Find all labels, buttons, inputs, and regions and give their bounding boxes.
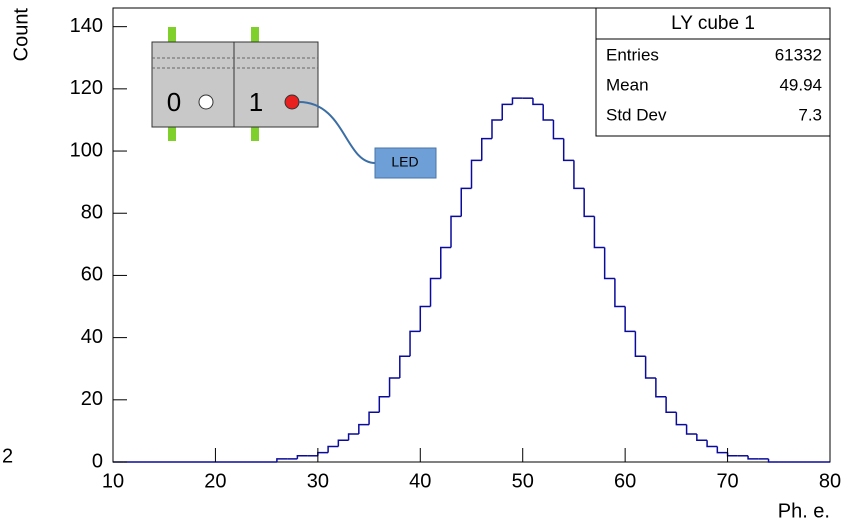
channel-label: 1 bbox=[249, 87, 263, 117]
histogram-bin bbox=[337, 439, 349, 447]
x-axis-title: Ph. e. bbox=[778, 500, 830, 522]
histogram-bin bbox=[347, 433, 359, 441]
y-axis-title: Count bbox=[10, 8, 32, 62]
y-tick-label: 60 bbox=[81, 264, 103, 286]
histogram-bin bbox=[532, 98, 544, 106]
stats-value: 49.94 bbox=[779, 75, 822, 94]
histogram-bin bbox=[480, 137, 492, 161]
x-tick-label: 30 bbox=[307, 470, 329, 492]
channel-label: 0 bbox=[167, 87, 181, 117]
led-box bbox=[374, 147, 437, 179]
histogram-bin bbox=[655, 378, 667, 398]
stats-title: LY cube 1 bbox=[671, 13, 755, 34]
histogram-bin bbox=[378, 395, 390, 413]
histogram-bin bbox=[716, 446, 728, 454]
histogram-bin bbox=[665, 396, 677, 413]
histogram-bin bbox=[368, 411, 380, 425]
histogram-bin bbox=[491, 119, 503, 139]
histogram-bin bbox=[573, 160, 585, 190]
x-tick-label: 70 bbox=[716, 470, 738, 492]
x-tick-label: 50 bbox=[512, 470, 534, 492]
x-tick-label: 20 bbox=[204, 470, 226, 492]
histogram-bin bbox=[440, 246, 452, 279]
histogram-bin bbox=[685, 424, 697, 435]
histogram-bin bbox=[388, 377, 400, 397]
histogram-bin bbox=[429, 277, 441, 307]
histogram-bin bbox=[542, 104, 554, 121]
stats-frame bbox=[595, 7, 831, 137]
histogram-bin bbox=[675, 412, 687, 426]
histogram-bin bbox=[634, 331, 646, 358]
histogram-bin bbox=[603, 247, 615, 280]
y-tick-label: 20 bbox=[81, 388, 103, 410]
stats-box: LY cube 1 Entries 61332 Mean 49.94 Std Dev 7.… bbox=[595, 7, 831, 137]
histogram-bin bbox=[409, 330, 421, 357]
led-cable bbox=[298, 101, 376, 164]
histogram-bin bbox=[276, 458, 288, 462]
histogram-bin bbox=[358, 423, 370, 435]
cube-block bbox=[151, 41, 319, 128]
fiber-lit bbox=[284, 94, 300, 110]
pin bbox=[251, 126, 259, 141]
histogram-bin bbox=[583, 188, 595, 218]
histogram-bin bbox=[470, 159, 482, 189]
histogram-bin bbox=[747, 455, 759, 460]
inset-diagram: 0 1 LED bbox=[151, 27, 437, 179]
y-tick-label: 80 bbox=[81, 202, 103, 224]
corner-label: 2 bbox=[2, 445, 13, 467]
histogram-bin bbox=[696, 434, 708, 441]
histogram-bin bbox=[511, 97, 523, 105]
pin bbox=[168, 27, 176, 43]
stats-label: Std Dev bbox=[606, 105, 667, 124]
histogram-bin bbox=[552, 119, 564, 140]
y-tick-label: 0 bbox=[92, 450, 103, 472]
histogram-bin bbox=[419, 305, 431, 332]
histogram-bin bbox=[501, 103, 513, 120]
x-tick-label: 40 bbox=[409, 470, 431, 492]
histogram-bin bbox=[562, 138, 574, 162]
x-tick-label: 80 bbox=[819, 470, 841, 492]
y-tick-label: 120 bbox=[70, 77, 103, 99]
histogram-bin bbox=[296, 455, 308, 459]
pin bbox=[251, 27, 259, 43]
histogram-bin bbox=[450, 215, 462, 248]
histogram-bin bbox=[593, 216, 605, 249]
histogram-bin bbox=[460, 187, 472, 217]
stats-value: 61332 bbox=[775, 45, 822, 64]
histogram-bin bbox=[399, 355, 411, 379]
histogram-bin bbox=[644, 356, 656, 379]
y-tick-label: 140 bbox=[70, 15, 103, 37]
stats-value: 7.3 bbox=[798, 105, 822, 124]
pin bbox=[168, 126, 176, 141]
fiber bbox=[198, 94, 214, 110]
stats-label: Entries bbox=[606, 45, 659, 64]
y-tick-label: 100 bbox=[70, 139, 103, 161]
histogram-bin bbox=[624, 306, 636, 333]
x-tick-label: 10 bbox=[102, 470, 124, 492]
led-label: LED bbox=[391, 154, 418, 170]
histogram-bin bbox=[614, 278, 626, 308]
histogram-bin bbox=[767, 458, 779, 463]
y-tick-label: 40 bbox=[81, 326, 103, 348]
stats-label: Mean bbox=[606, 75, 649, 94]
histogram-bin bbox=[706, 440, 718, 448]
x-tick-label: 60 bbox=[614, 470, 636, 492]
histogram-bin bbox=[327, 445, 339, 453]
